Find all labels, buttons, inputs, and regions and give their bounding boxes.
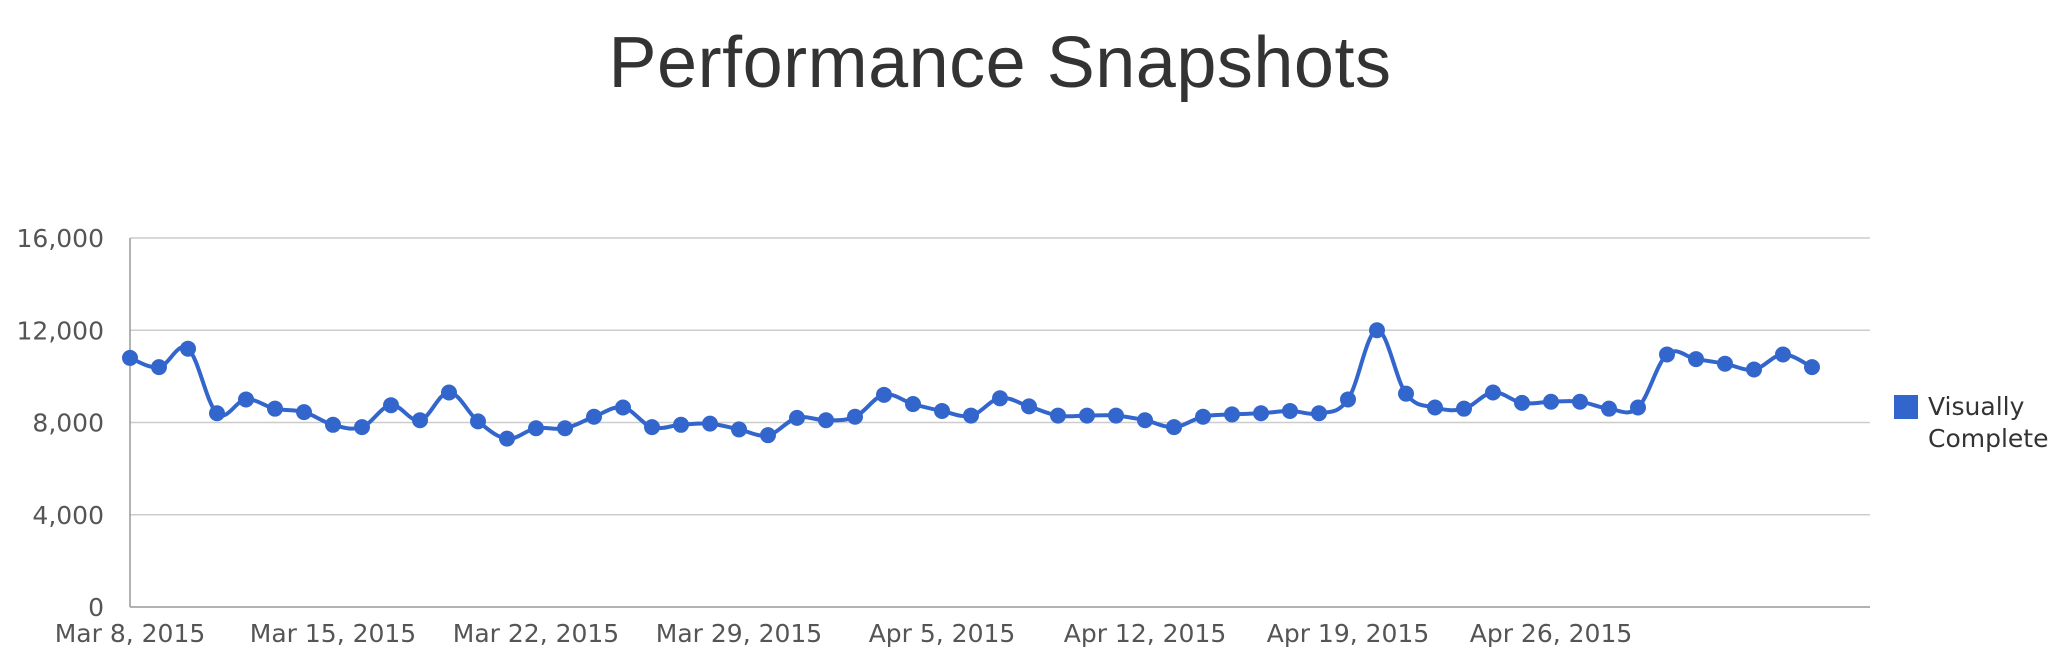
data-point [1108,407,1124,424]
data-point [1050,407,1066,424]
data-point [1021,398,1037,415]
data-point [1195,408,1211,425]
data-point [1688,351,1704,368]
legend: Visually Complete [1894,392,2048,453]
data-point [789,409,805,426]
data-point [760,427,776,444]
data-point [586,408,602,425]
axis-layer: 0 4,000 8,000 12,000 16,000 Mar 8, 2015 Mar 15… [17,224,1870,648]
data-point [934,402,950,419]
data-point [818,412,834,429]
data-point [1630,399,1646,416]
data-point [1253,405,1269,422]
data-point [354,419,370,436]
data-point [615,399,631,416]
data-point [702,415,718,432]
x-tick-label: Mar 29, 2015 [656,619,822,648]
x-tick-label: Apr 12, 2015 [1064,619,1227,648]
data-point [1601,400,1617,417]
data-point [731,421,747,438]
data-point [876,386,892,403]
data-point [992,390,1008,407]
data-point [499,430,515,447]
x-tick-label: Mar 8, 2015 [55,619,206,648]
data-point [151,359,167,376]
data-point [1572,393,1588,410]
series-layer [122,322,1820,447]
data-point [180,340,196,357]
data-point [1311,405,1327,422]
data-point [383,397,399,414]
x-tick-label: Apr 19, 2015 [1267,619,1430,648]
data-point [1340,391,1356,408]
data-point [1804,359,1820,376]
data-point [1398,385,1414,402]
data-point [209,405,225,422]
data-point [1775,346,1791,363]
y-tick-label: 0 [88,593,104,622]
chart-title: Performance Snapshots [608,23,1392,103]
data-point [1543,393,1559,410]
data-point [122,349,138,366]
data-point [1079,407,1095,424]
y-tick-label: 8,000 [32,409,104,438]
grid-layer [130,237,1870,516]
data-point [1485,384,1501,401]
data-point [238,391,254,408]
data-point [1224,406,1240,423]
data-point [1746,361,1762,378]
data-point [673,416,689,433]
data-point [528,420,544,437]
data-point [267,400,283,417]
y-tick-label: 4,000 [32,501,104,530]
x-tick-label: Apr 5, 2015 [869,619,1016,648]
data-point [1514,394,1530,411]
data-point [325,416,341,433]
x-tick-label: Mar 15, 2015 [250,619,416,648]
legend-label: Complete [1928,424,2048,453]
data-point [644,419,660,436]
y-tick-label: 12,000 [17,316,104,345]
data-point [1166,419,1182,436]
data-point [1456,400,1472,417]
y-tick-label: 16,000 [17,224,104,253]
data-point [557,420,573,437]
data-point [1137,412,1153,429]
data-point [1369,322,1385,339]
data-point [1717,355,1733,372]
data-point [1282,402,1298,419]
legend-swatch [1894,395,1918,419]
data-point [905,396,921,413]
x-tick-label: Mar 22, 2015 [453,619,619,648]
legend-label: Visually [1928,392,2025,421]
data-point [441,384,457,401]
data-point [847,408,863,425]
data-point [412,412,428,429]
data-point [296,404,312,421]
data-point [1659,346,1675,363]
x-tick-label: Apr 26, 2015 [1470,619,1633,648]
data-point [470,413,486,430]
data-point [1427,399,1443,416]
data-point [963,407,979,424]
